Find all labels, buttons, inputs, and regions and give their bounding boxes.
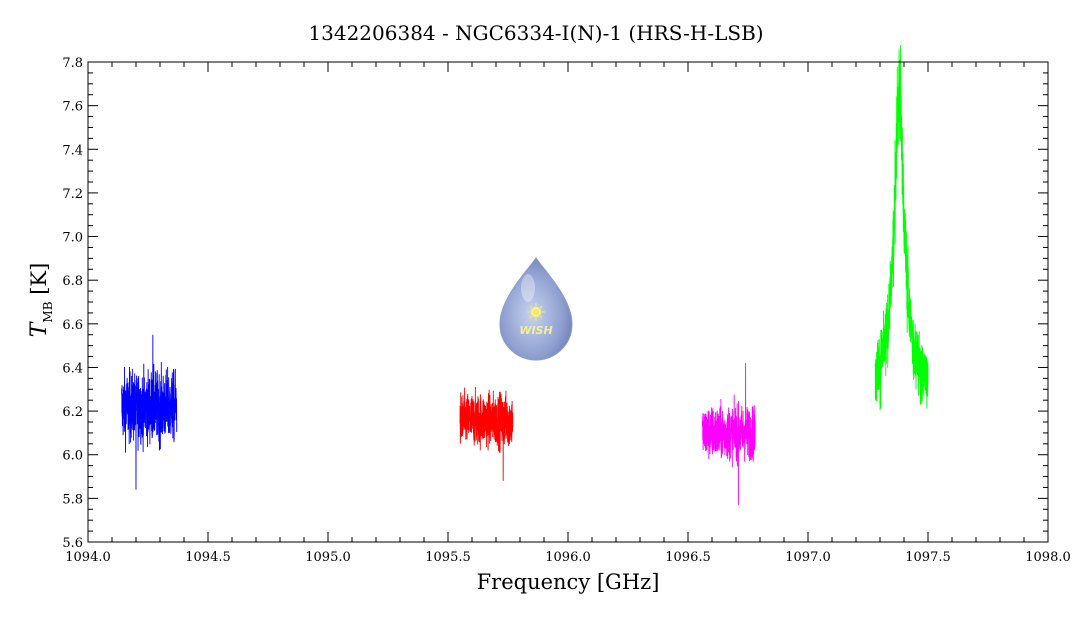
- chart-title: 1342206384 - NGC6334-I(N)-1 (HRS-H-LSB): [308, 21, 763, 45]
- y-tick-label: 6.0: [62, 449, 83, 464]
- y-tick-label: 6.4: [62, 361, 83, 376]
- logo-text: WISH: [519, 324, 552, 337]
- x-tick-label: 1098.0: [1025, 550, 1071, 565]
- y-tick-labels: 5.6 5.8 6.0 6.2 6.4 6.6 6.8 7.0 7.2 7.4 7.6 7.8: [62, 56, 83, 551]
- series-line-2: [459, 387, 514, 481]
- star-icon: [527, 303, 545, 321]
- y-label-subscript: MB: [41, 301, 55, 322]
- y-axis-label: TMB [K]: [27, 263, 55, 338]
- series-line-3: [701, 363, 756, 505]
- x-tick-label: 1096.0: [545, 550, 591, 565]
- y-tick-label: 5.8: [62, 492, 83, 507]
- series-line-4: [874, 44, 929, 410]
- x-tick-label: 1097.5: [905, 550, 951, 565]
- x-tick-label: 1095.0: [305, 550, 351, 565]
- y-tick-label: 7.0: [62, 231, 83, 246]
- plot-frame: [87, 61, 1049, 543]
- x-tick-labels: 1094.0 1094.5 1095.0 1095.5 1096.0 1096.5 1097…: [65, 550, 1071, 565]
- y-tick-label: 7.8: [62, 56, 83, 71]
- series-line-1: [121, 334, 178, 490]
- x-axis-label: Frequency [GHz]: [477, 570, 660, 594]
- axis-ticks: [87, 61, 1049, 543]
- y-tick-label: 7.4: [62, 143, 83, 158]
- x-tick-label: 1095.5: [425, 550, 471, 565]
- y-tick-label: 7.2: [62, 187, 83, 202]
- y-tick-label: 7.6: [62, 100, 83, 115]
- y-label-symbol: T: [27, 320, 52, 337]
- x-tick-label: 1094.0: [65, 550, 111, 565]
- y-tick-label: 5.6: [62, 536, 83, 551]
- svg-text:TMB [K]: TMB [K]: [27, 263, 55, 338]
- x-tick-label: 1096.5: [665, 550, 711, 565]
- wish-logo: WISH: [499, 257, 573, 361]
- y-tick-label: 6.6: [62, 318, 83, 333]
- y-tick-label: 6.2: [62, 405, 83, 420]
- y-tick-label: 6.8: [62, 274, 83, 289]
- x-tick-label: 1094.5: [185, 550, 231, 565]
- y-label-unit: [K]: [27, 263, 51, 295]
- x-tick-label: 1097.0: [785, 550, 831, 565]
- series-layer: [121, 44, 929, 505]
